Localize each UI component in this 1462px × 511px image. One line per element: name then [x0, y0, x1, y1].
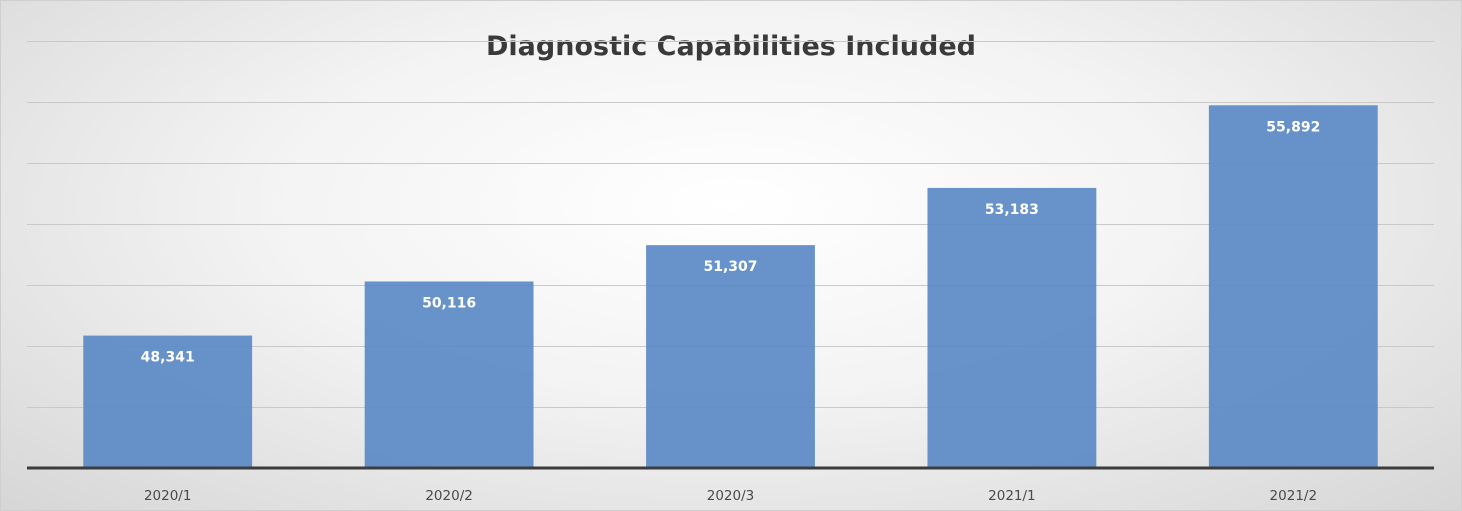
data-label: 55,892: [1266, 119, 1320, 135]
data-label: 48,341: [141, 350, 195, 366]
data-label: 53,183: [985, 202, 1039, 218]
x-tick-label: 2020/2: [425, 488, 473, 504]
bar: [1208, 105, 1378, 468]
bar: [646, 245, 815, 468]
bar: [927, 187, 1097, 468]
bar: [364, 281, 534, 468]
bar: [83, 335, 253, 468]
x-tick-label: 2021/2: [1270, 488, 1318, 504]
x-tick-label: 2021/1: [988, 488, 1036, 504]
chart-title: Diagnostic Capabilities Included: [486, 31, 976, 62]
x-tick-label: 2020/1: [144, 488, 192, 504]
data-label: 50,116: [422, 295, 476, 311]
x-tick-label: 2020/3: [707, 488, 755, 504]
data-label: 51,307: [703, 259, 757, 275]
